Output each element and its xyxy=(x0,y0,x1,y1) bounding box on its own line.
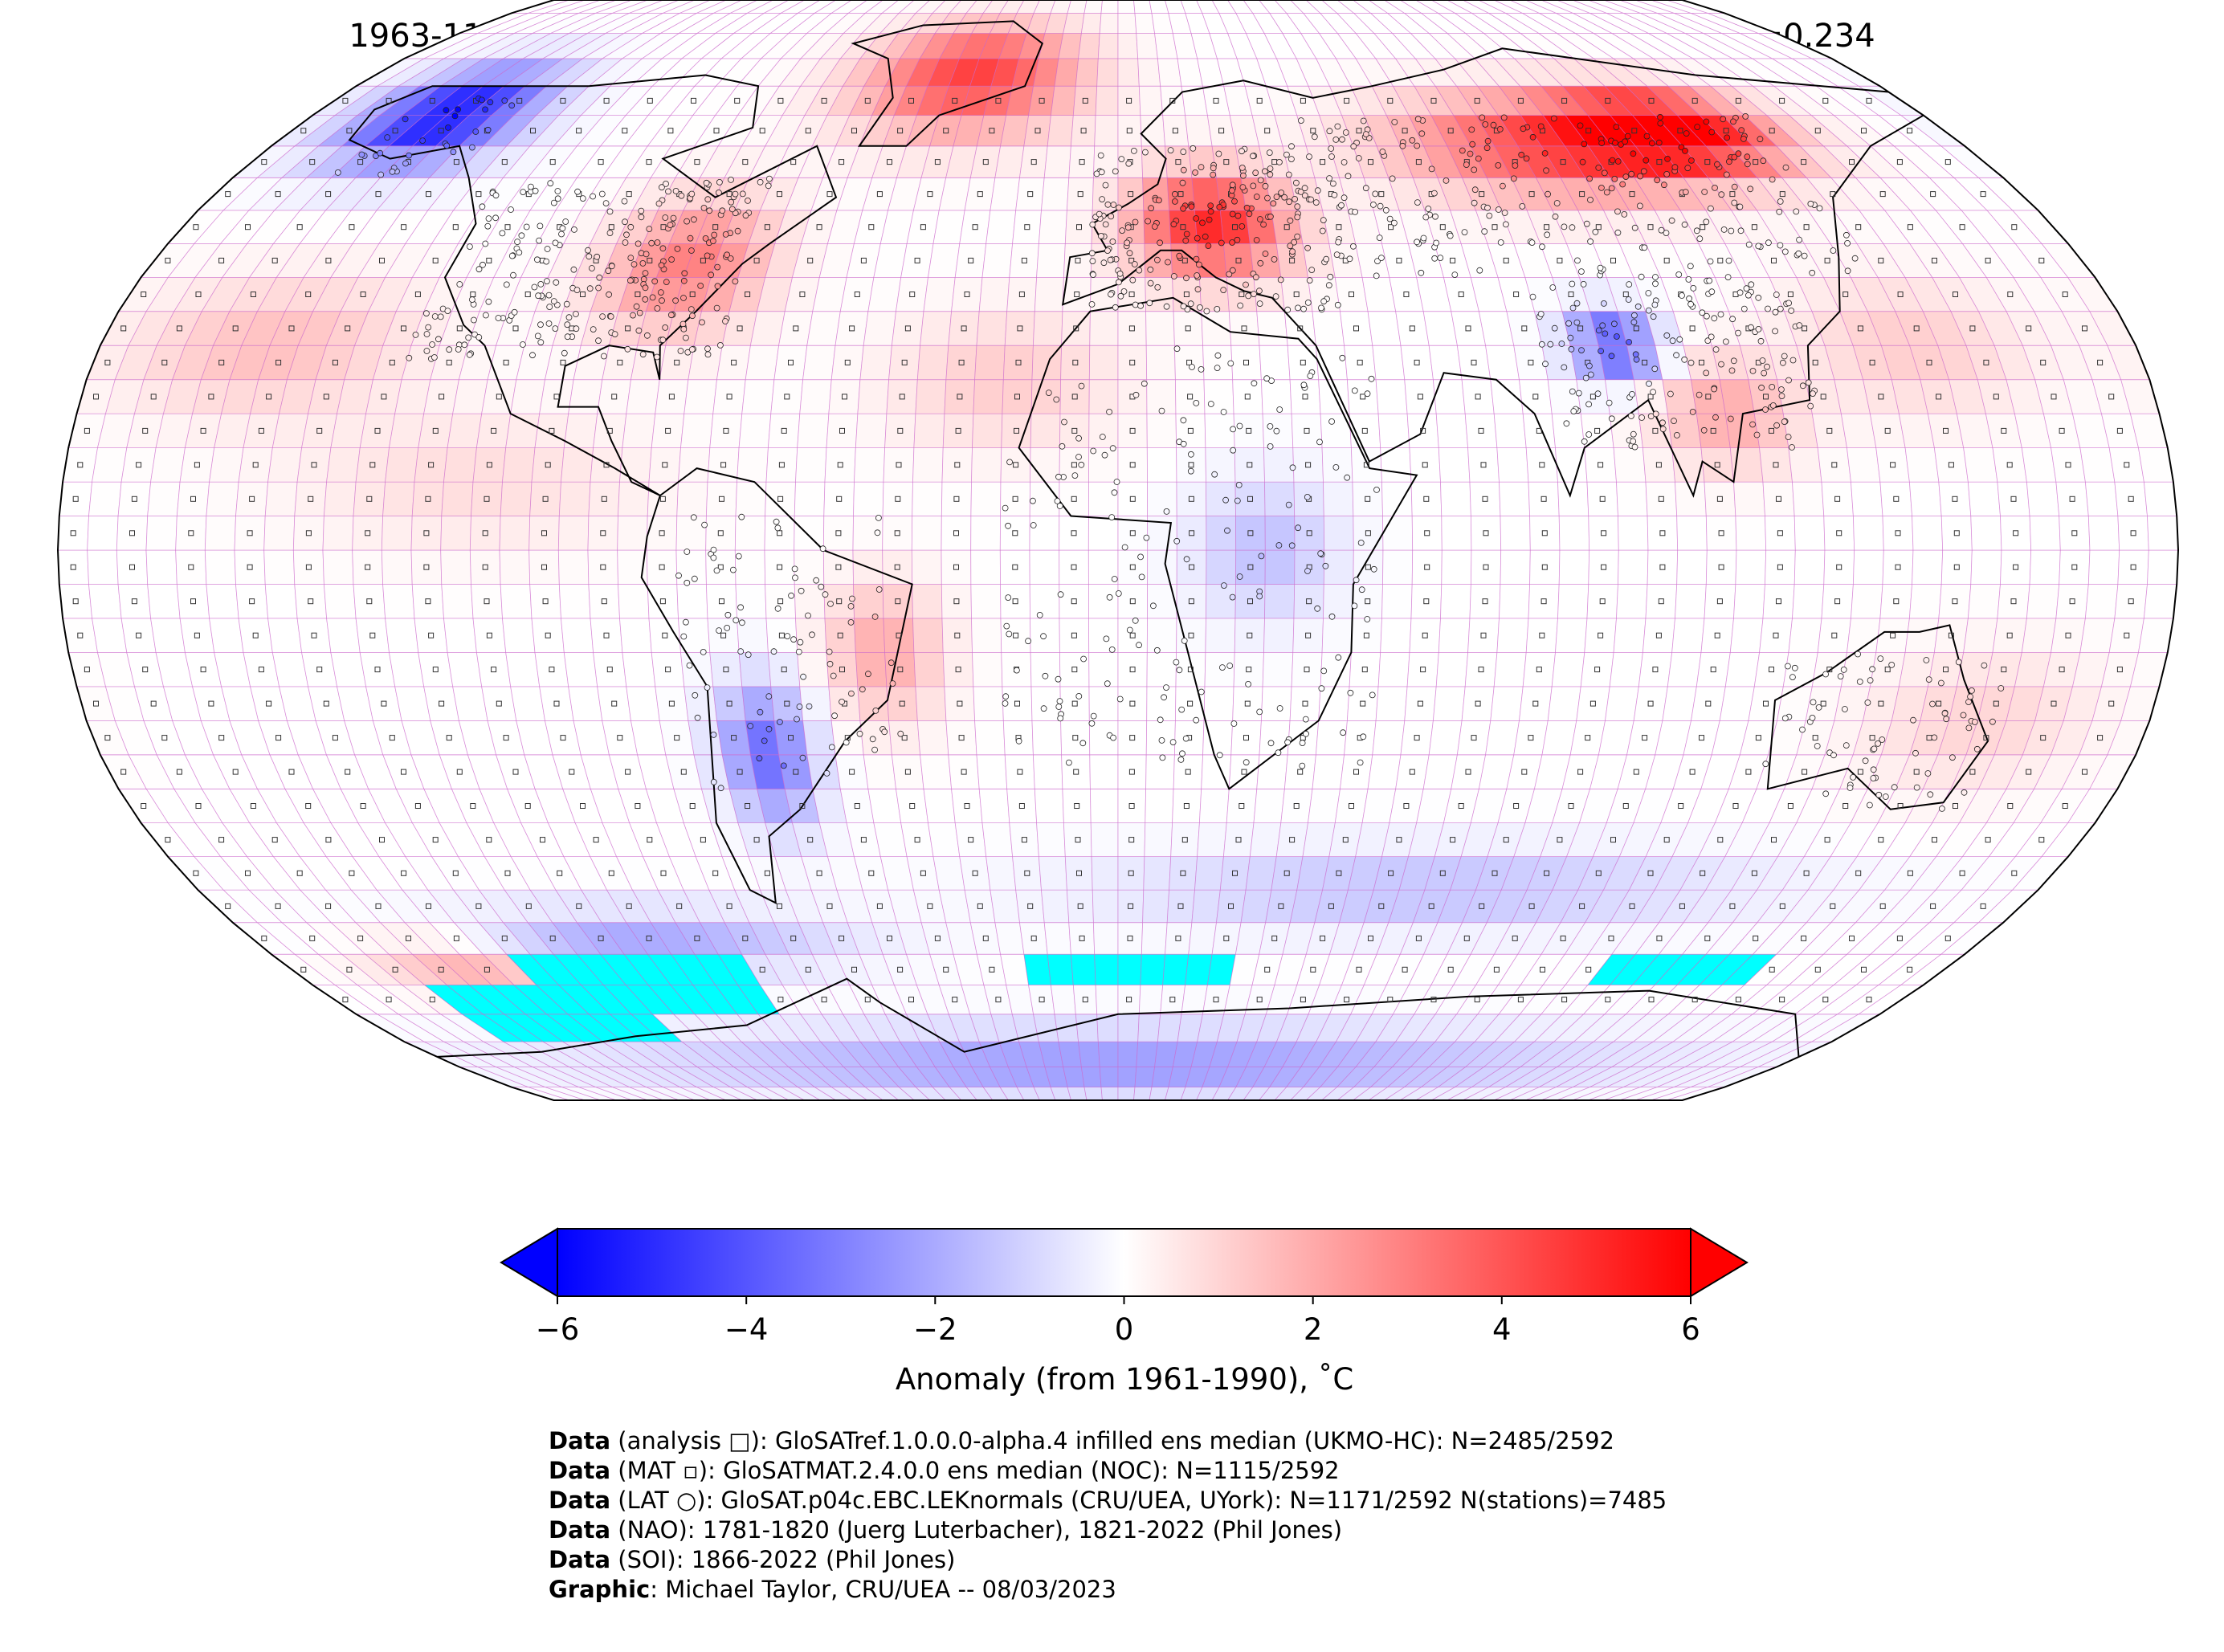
colorbar-tick-label: 0 xyxy=(1115,1312,1134,1347)
data-source-label: Data xyxy=(549,1516,611,1544)
data-source-text: (MAT ▫): GloSATMAT.2.4.0.0 ens median (N… xyxy=(610,1457,1340,1484)
anomaly-grid-cells xyxy=(58,0,2178,1100)
data-source-line: Data (LAT ○): GloSAT.p04c.EBC.LEKnormals… xyxy=(549,1486,1667,1515)
data-source-line: Data (MAT ▫): GloSATMAT.2.4.0.0 ens medi… xyxy=(549,1456,1667,1486)
colorbar-gradient xyxy=(557,1228,1691,1297)
colorbar-tick-label: 6 xyxy=(1681,1312,1700,1347)
data-source-text: : Michael Taylor, CRU/UEA -- 08/03/2023 xyxy=(650,1576,1116,1603)
colorbar-tick-label: −2 xyxy=(913,1312,957,1347)
data-source-line: Data (NAO): 1781-1820 (Juerg Luterbacher… xyxy=(549,1515,1667,1545)
data-sources: Data (analysis □): GloSATref.1.0.0.0-alp… xyxy=(549,1426,1667,1605)
anomaly-map xyxy=(56,0,2180,1101)
data-source-label: Data xyxy=(549,1457,611,1484)
data-source-text: (LAT ○): GloSAT.p04c.EBC.LEKnormals (CRU… xyxy=(610,1487,1667,1514)
data-source-label: Data xyxy=(549,1546,611,1573)
colorbar-max-extension xyxy=(1690,1227,1749,1298)
colorbar-tick-label: −4 xyxy=(724,1312,769,1347)
colorbar-label: Anomaly (from 1961-1990), ˚C xyxy=(896,1362,1353,1397)
data-source-line: Data (analysis □): GloSATref.1.0.0.0-alp… xyxy=(549,1426,1667,1456)
colorbar-ticks: −6 −4 −2 0 2 4 6 xyxy=(536,1296,1700,1347)
data-source-text: (SOI): 1866-2022 (Phil Jones) xyxy=(610,1546,956,1573)
colorbar-tick-label: 4 xyxy=(1492,1312,1512,1347)
colorbar: −6 −4 −2 0 2 4 6 Anomaly (from 1961-1990), ˚C xyxy=(500,1227,1749,1397)
data-source-line: Graphic: Michael Taylor, CRU/UEA -- 08/0… xyxy=(549,1575,1667,1605)
data-source-label: Graphic xyxy=(549,1576,651,1603)
colorbar-tick-label: 2 xyxy=(1304,1312,1323,1347)
data-source-text: (NAO): 1781-1820 (Juerg Luterbacher), 18… xyxy=(610,1516,1343,1544)
colorbar-tick-label: −6 xyxy=(536,1312,580,1347)
data-source-text: (analysis □): GloSATref.1.0.0.0-alpha.4 … xyxy=(610,1427,1615,1454)
colorbar-min-extension xyxy=(500,1227,558,1298)
data-source-label: Data xyxy=(549,1427,611,1454)
data-source-line: Data (SOI): 1866-2022 (Phil Jones) xyxy=(549,1545,1667,1575)
data-source-label: Data xyxy=(549,1487,611,1514)
